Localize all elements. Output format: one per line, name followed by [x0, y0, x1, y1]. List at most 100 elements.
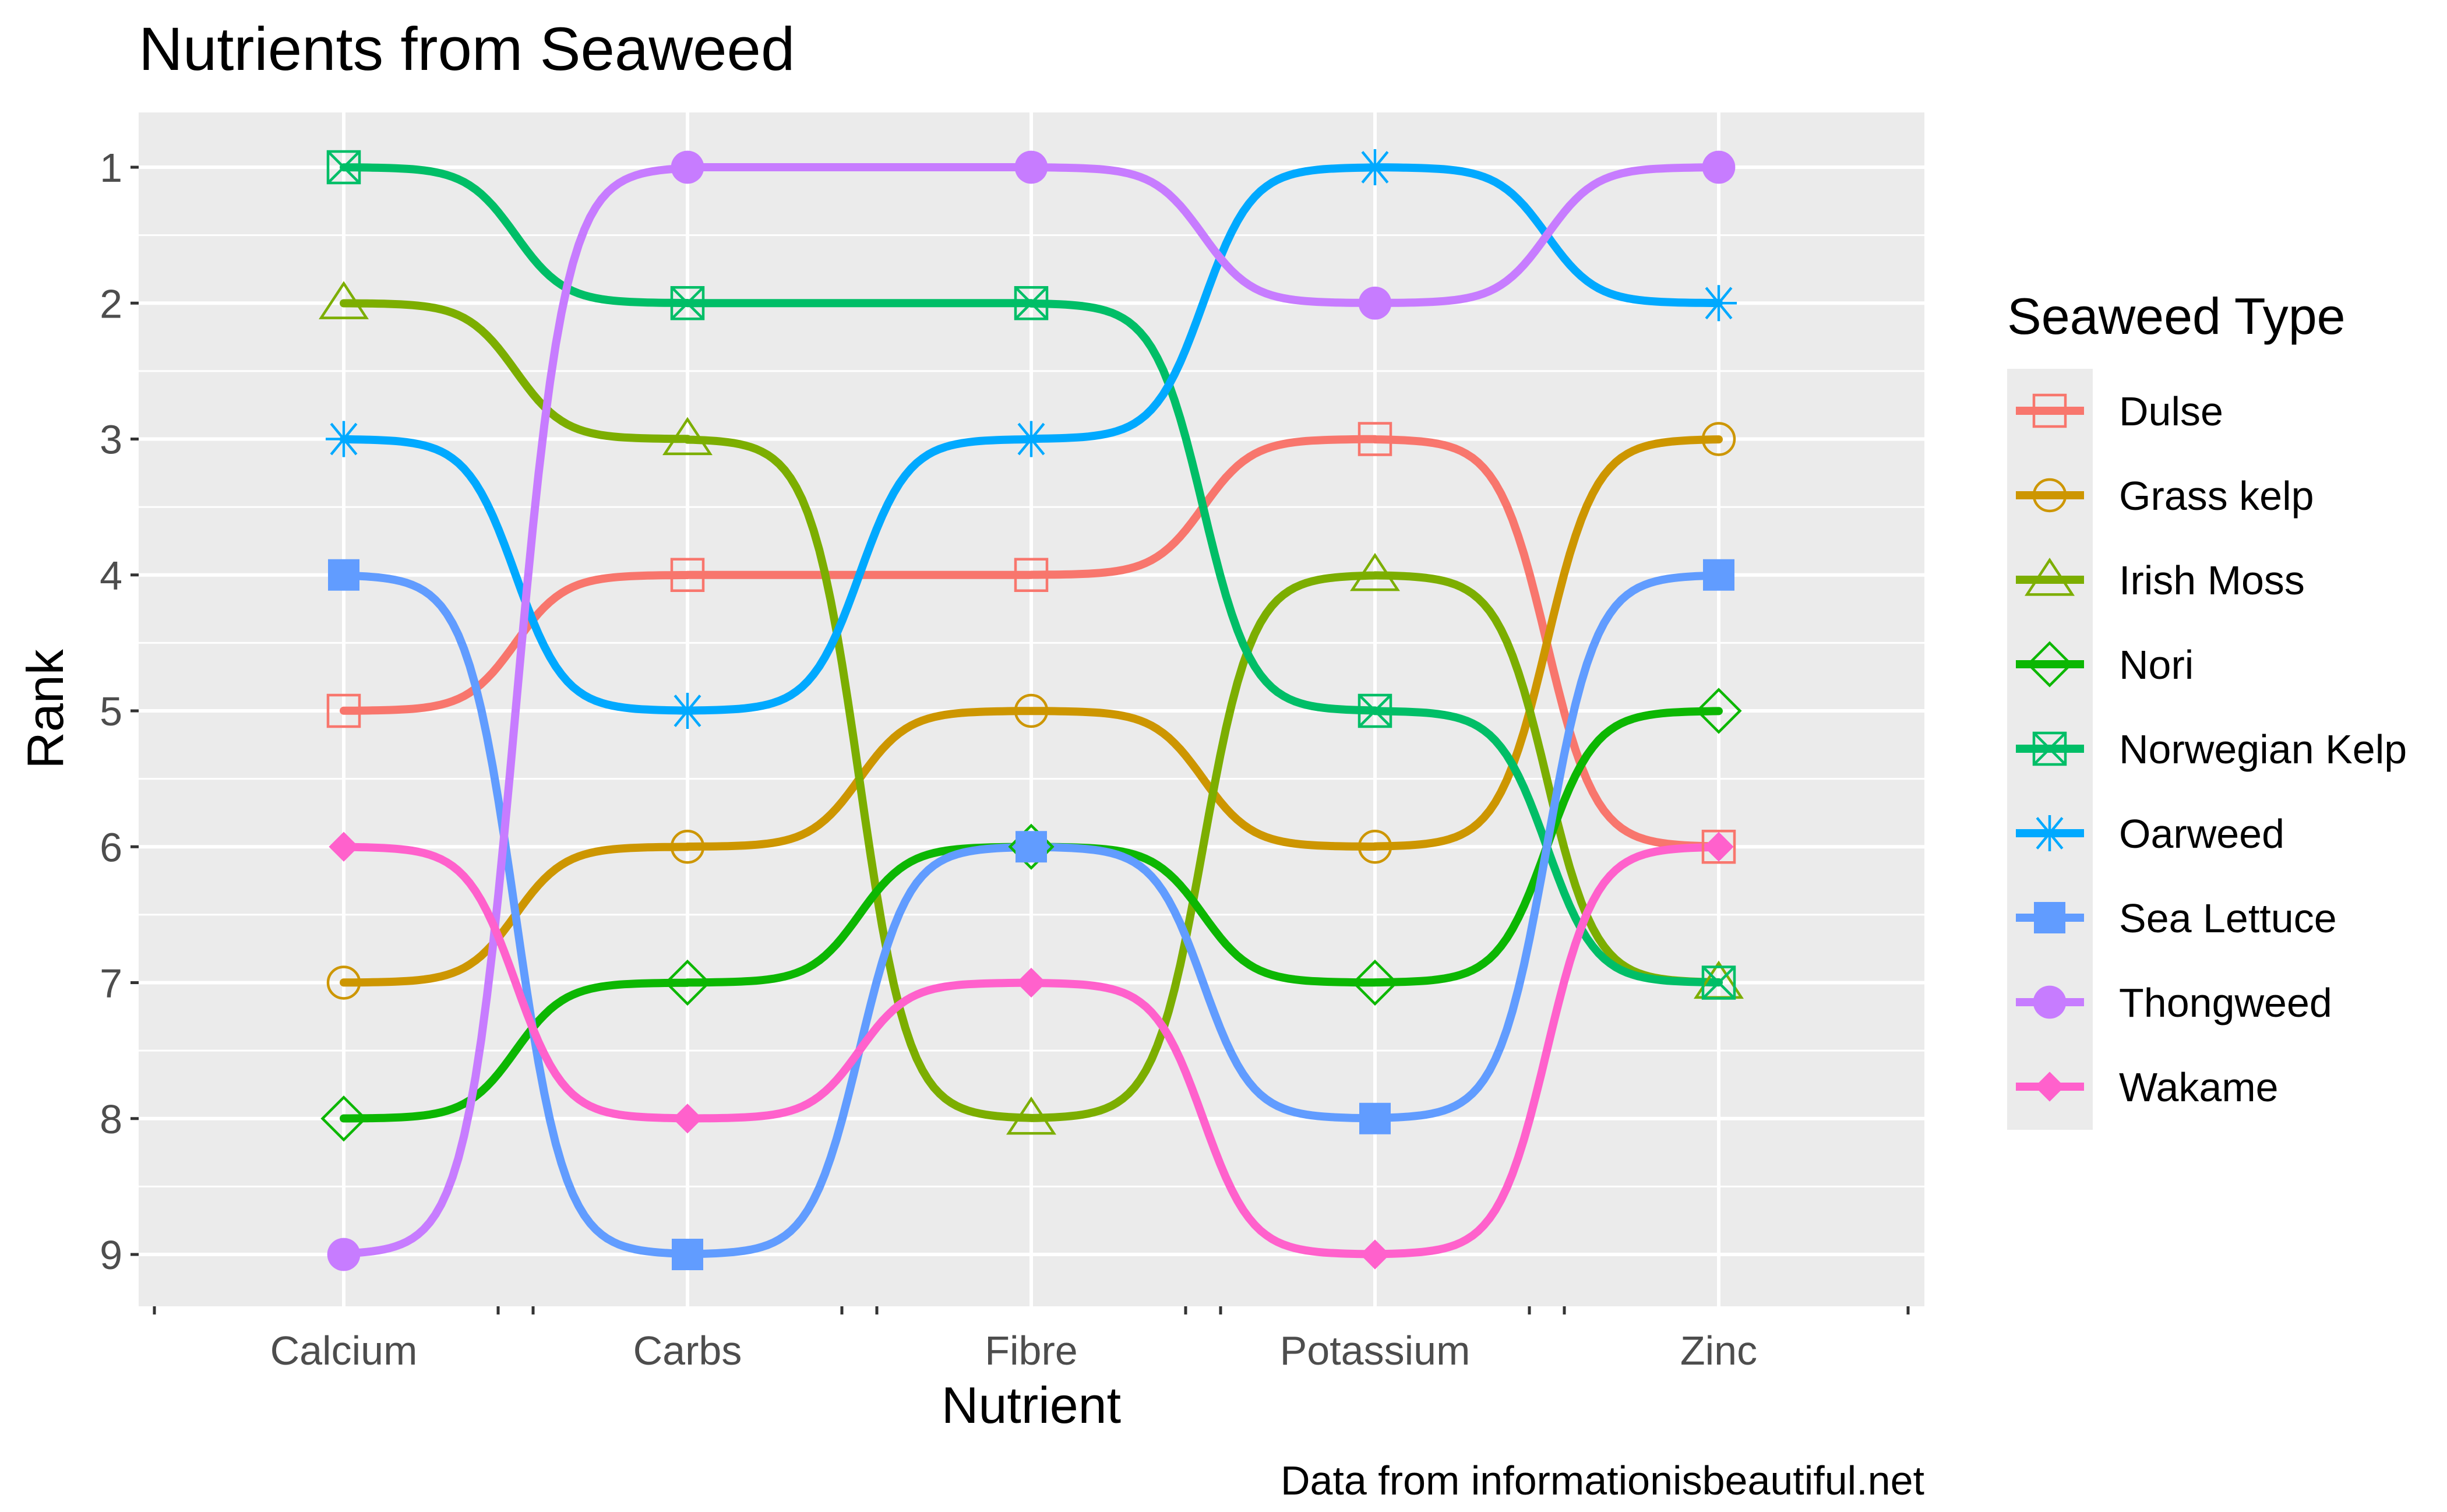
legend-label: Sea Lettuce [2119, 896, 2337, 941]
legend-label: Nori [2119, 642, 2194, 688]
y-tick-label: 5 [100, 689, 122, 734]
legend-label: Norwegian Kelp [2119, 727, 2407, 772]
marker-square [2032, 393, 2067, 428]
legend-key-marker [2025, 558, 2075, 596]
marker-circle [326, 965, 361, 1000]
marker-diamond [1695, 688, 1742, 734]
marker-square [1358, 422, 1392, 456]
marker-diamond [1352, 959, 1398, 1006]
legend-items: Dulse Grass kelp Irish Moss Nori Norwegian K… [2016, 389, 2407, 1110]
data-point-grass-kelp [1701, 422, 1736, 456]
series-line-grass-kelp [340, 435, 1723, 987]
y-tick-label: 7 [100, 961, 122, 1006]
marker-diamond [672, 1104, 703, 1134]
legend-item-norwegian-kelp: Norwegian Kelp [2016, 727, 2407, 772]
x-tick-label: Calcium [270, 1328, 418, 1373]
data-point-oarweed [1013, 421, 1050, 457]
chart-caption: Data from informationisbeautiful.net [1281, 1458, 1924, 1503]
data-point-oarweed [1700, 285, 1737, 322]
data-point-sea-lettuce [328, 559, 359, 591]
data-point-oarweed [1356, 149, 1394, 186]
marker-diamond [1016, 967, 1046, 998]
data-point-irish-moss [1006, 1096, 1056, 1135]
data-point-dulse [1014, 558, 1049, 592]
x-tick-label: Fibre [985, 1328, 1077, 1373]
marker-cross [2033, 732, 2067, 766]
y-tick-label: 6 [100, 824, 122, 870]
y-tick-label: 9 [100, 1232, 122, 1278]
marker-diamond [329, 831, 359, 862]
data-point-grass-kelp [1014, 693, 1049, 728]
marker-square [328, 559, 359, 591]
legend-item-irish-moss: Irish Moss [2016, 558, 2305, 603]
marker-circle [1358, 286, 1392, 320]
data-point-dulse [326, 693, 361, 728]
marker-triangle [319, 281, 369, 319]
marker-cross [327, 150, 361, 184]
marker-diamond [320, 1095, 367, 1142]
data-point-nori [1695, 688, 1742, 734]
marker-square [670, 558, 705, 592]
marker-square [1701, 830, 1736, 864]
legend-key-marker [2033, 985, 2067, 1019]
marker-square [326, 150, 361, 185]
data-point-grass-kelp [326, 965, 361, 1000]
legend: Seaweed Type Dulse Grass kelp Irish Moss No… [2007, 287, 2407, 1130]
marker-square [2032, 731, 2067, 766]
marker-circle [2032, 478, 2067, 513]
marker-triangle [1006, 1096, 1056, 1135]
marker-square [1703, 559, 1734, 591]
data-point-irish-moss [319, 281, 369, 319]
legend-item-oarweed: Oarweed [2016, 811, 2284, 857]
legend-item-grass-kelp: Grass kelp [2016, 473, 2314, 519]
legend-key-marker [2032, 393, 2067, 428]
marker-cross [671, 286, 704, 320]
marker-circle [1701, 422, 1736, 456]
marker-square [1358, 693, 1392, 728]
data-point-norwegian-kelp [326, 150, 361, 185]
legend-title: Seaweed Type [2007, 287, 2346, 345]
data-point-nori [1352, 959, 1398, 1006]
marker-diamond [1704, 831, 1734, 862]
y-axis: 1 2 3 4 5 6 7 8 9 [100, 145, 139, 1278]
marker-triangle [662, 417, 713, 456]
legend-item-sea-lettuce: Sea Lettuce [2016, 896, 2337, 941]
legend-label: Thongweed [2119, 980, 2332, 1025]
x-tick-label: Zinc [1680, 1328, 1757, 1373]
legend-key-marker [2034, 902, 2065, 933]
x-axis: Calcium Carbs Fibre Potassium Zinc [153, 1306, 1910, 1373]
data-point-nori [320, 1095, 367, 1142]
y-tick-label: 4 [100, 553, 122, 598]
marker-triangle [2025, 558, 2075, 596]
marker-circle [1014, 150, 1048, 184]
data-point-thongweed [1358, 286, 1392, 320]
marker-circle [2033, 985, 2067, 1019]
marker-square [326, 693, 361, 728]
data-point-norwegian-kelp [670, 286, 705, 320]
marker-circle [1014, 693, 1049, 728]
data-point-thongweed [671, 150, 704, 184]
legend-key-marker [2026, 641, 2073, 688]
marker-cross [1702, 965, 1736, 1000]
data-point-grass-kelp [670, 830, 705, 864]
legend-key-marker [2035, 1072, 2065, 1102]
marker-diamond [2026, 641, 2073, 688]
legend-label: Dulse [2119, 389, 2223, 434]
marker-circle [1358, 830, 1392, 864]
x-axis-title: Nutrient [942, 1376, 1121, 1434]
data-point-wakame [1360, 1239, 1390, 1270]
legend-label: Grass kelp [2119, 473, 2314, 519]
marker-square [1014, 286, 1049, 320]
data-point-grass-kelp [1358, 830, 1392, 864]
marker-cross [1014, 286, 1048, 320]
data-point-irish-moss [662, 417, 713, 456]
series-line-irish-moss [340, 299, 1723, 1122]
data-point-thongweed [1702, 150, 1736, 184]
data-point-dulse [670, 558, 705, 592]
x-tick-label: Carbs [633, 1328, 742, 1373]
y-axis-title: Rank [16, 648, 74, 769]
legend-key-marker [2032, 731, 2067, 766]
data-point-wakame [1016, 967, 1046, 998]
marker-square [1014, 558, 1049, 592]
